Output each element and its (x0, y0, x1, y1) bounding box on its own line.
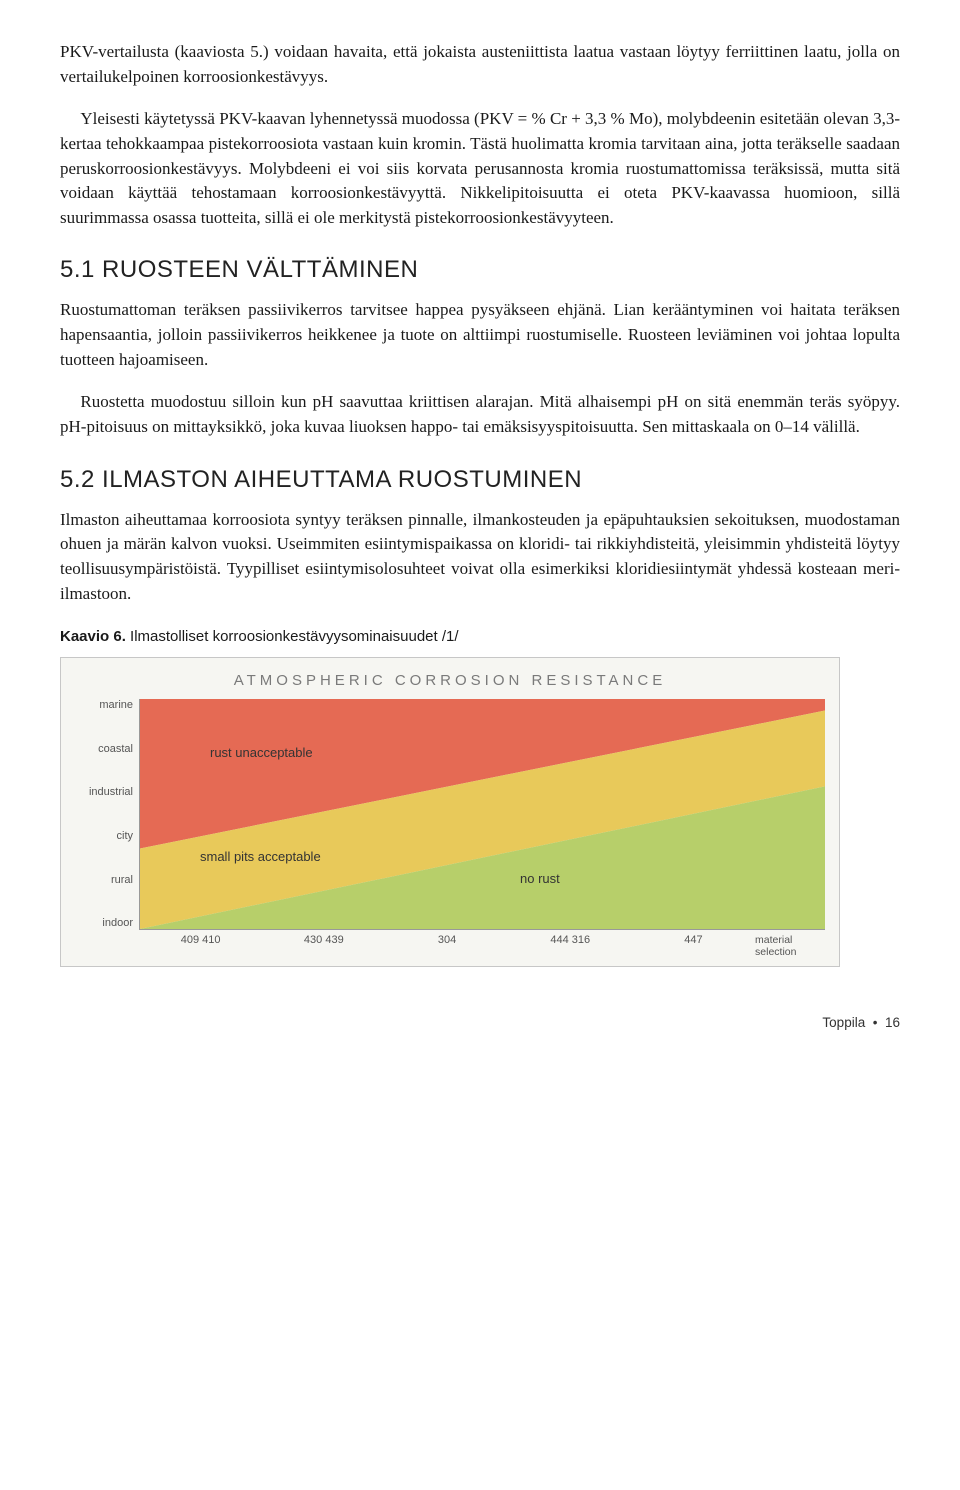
corrosion-chart: ATMOSPHERIC CORROSION RESISTANCE marine c… (60, 657, 840, 967)
chart-y-axis: marine coastal industrial city rural indoor (75, 699, 139, 929)
x-tick: 447 (632, 934, 755, 958)
chart-plot-area: rust unacceptable small pits acceptable … (139, 699, 825, 930)
region-label-yellow: small pits acceptable (200, 849, 321, 864)
y-tick: marine (99, 699, 133, 711)
y-tick: coastal (98, 743, 133, 755)
chart-body: marine coastal industrial city rural indoor r… (75, 699, 825, 930)
body-paragraph: Ilmaston aiheuttamaa korroosiota syntyy … (60, 508, 900, 607)
section-heading-5-2: 5.2 ILMASTON AIHEUTTAMA RUOSTUMINEN (60, 466, 900, 494)
footer-separator: • (873, 1015, 878, 1030)
chart-x-axis: 409 410430 439304444 316447material sele… (139, 934, 825, 958)
footer-author: Toppila (822, 1015, 865, 1030)
caption-label: Kaavio 6. (60, 628, 126, 645)
x-tick: 444 316 (509, 934, 632, 958)
caption-text: Ilmastolliset korroosionkestävyysominais… (126, 628, 459, 645)
chart-title: ATMOSPHERIC CORROSION RESISTANCE (75, 672, 825, 689)
x-axis-label: material selection (755, 934, 825, 958)
body-paragraph: Ruostumattoman teräksen passiivikerros t… (60, 298, 900, 372)
region-label-red: rust unacceptable (210, 745, 313, 760)
chart-caption: Kaavio 6. Ilmastolliset korroosionkestäv… (60, 628, 900, 645)
chart-regions-svg (140, 699, 825, 929)
x-tick: 409 410 (139, 934, 262, 958)
y-tick: rural (111, 874, 133, 886)
page-footer: Toppila • 16 (60, 1015, 900, 1030)
footer-page-number: 16 (885, 1015, 900, 1030)
y-tick: city (117, 830, 134, 842)
y-tick: indoor (102, 917, 133, 929)
x-tick: 430 439 (262, 934, 385, 958)
region-label-green: no rust (520, 871, 560, 886)
body-paragraph: PKV-vertailusta (kaaviosta 5.) voidaan h… (60, 40, 900, 89)
x-tick: 304 (385, 934, 508, 958)
body-paragraph: Yleisesti käytetyssä PKV-kaavan lyhennet… (60, 107, 900, 230)
section-heading-5-1: 5.1 RUOSTEEN VÄLTTÄMINEN (60, 256, 900, 284)
y-tick: industrial (89, 786, 133, 798)
body-paragraph: Ruostetta muodostuu silloin kun pH saavu… (60, 390, 900, 439)
